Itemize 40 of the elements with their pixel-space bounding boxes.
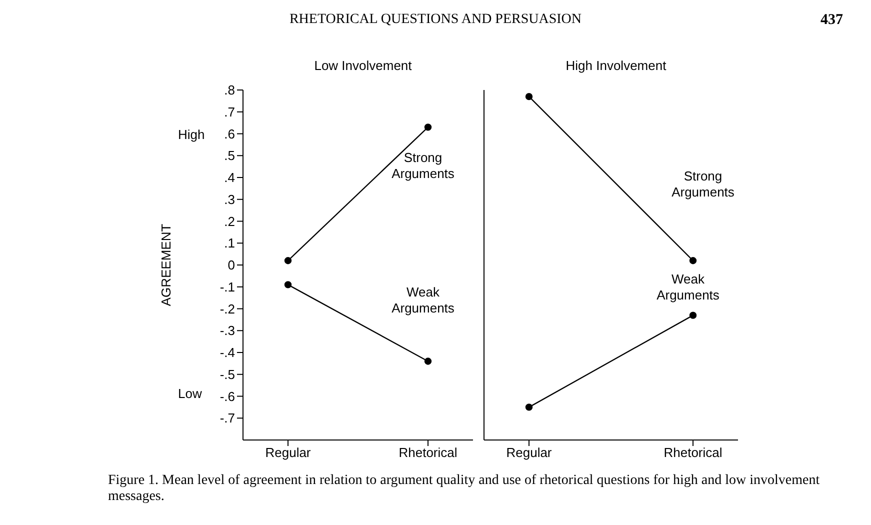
caption: Figure 1. Mean level of agreement in relation to argument quality and use of rhetorical questions for high and low involvement messages. [108, 473, 821, 505]
text: Strong Arguments [672, 168, 735, 200]
y-tick-label: -.7 [220, 410, 235, 426]
text: 437 [820, 12, 843, 29]
y-tick-label: -.6 [220, 388, 235, 404]
y-axis-title: AGREEMENT [158, 224, 174, 306]
point [689, 257, 697, 264]
x-tick-label: Rhetorical [664, 445, 722, 460]
y-tick-label: -.4 [220, 345, 235, 360]
point [689, 312, 697, 319]
point [525, 92, 533, 100]
y-tick-label: .6 [224, 126, 235, 142]
text: RHETORICAL QUESTIONS AND PERSUASION [289, 12, 582, 27]
y-tick-label: .5 [224, 148, 235, 164]
point [284, 281, 292, 288]
chart-title: High Involvement [564, 58, 668, 75]
y-tick-label: -.5 [220, 366, 235, 382]
point [424, 358, 432, 365]
point [525, 404, 533, 411]
text: Low [178, 386, 202, 400]
y-tick-label: .2 [224, 214, 235, 229]
point [424, 124, 432, 131]
y-tick-label: -.1 [220, 279, 235, 294]
x-tick-label: Regular [265, 445, 312, 460]
y-tick-label: .7 [224, 104, 235, 120]
y-tick-label: -.3 [220, 323, 235, 338]
chart-title: Low Involvement [313, 58, 413, 75]
y-tick-label: .4 [224, 170, 235, 186]
x-tick-label: Regular [506, 445, 552, 460]
series-label: Strong Arguments [392, 150, 455, 182]
y-tick-label: 0 [228, 258, 235, 273]
y-tick-label: .1 [224, 236, 235, 251]
point [284, 257, 292, 264]
text: High [178, 126, 205, 142]
y-tick-label: .8 [224, 82, 235, 98]
series-label: Weak Arguments [656, 271, 720, 302]
x-tick-label: Rhetorical [398, 445, 458, 460]
y-tick-label: -.2 [220, 301, 235, 316]
y-tick-label: .3 [224, 192, 235, 207]
series-label: Weak Arguments [392, 284, 455, 316]
